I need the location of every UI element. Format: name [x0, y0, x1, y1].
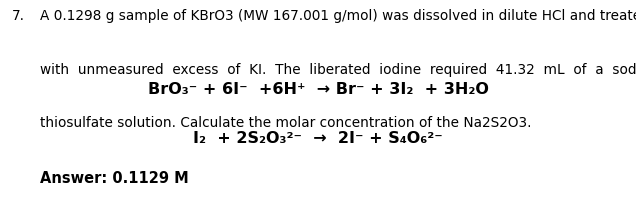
Text: 7.: 7. — [11, 9, 24, 23]
Text: BrO₃⁻ + 6I⁻  +6H⁺  → Br⁻ + 3I₂  + 3H₂O: BrO₃⁻ + 6I⁻ +6H⁺ → Br⁻ + 3I₂ + 3H₂O — [148, 82, 488, 96]
Text: with  unmeasured  excess  of  KI.  The  liberated  iodine  required  41.32  mL  : with unmeasured excess of KI. The libera… — [40, 62, 636, 76]
Text: A 0.1298 g sample of KBrO3 (MW 167.001 g/mol) was dissolved in dilute HCl and tr: A 0.1298 g sample of KBrO3 (MW 167.001 g… — [40, 9, 636, 23]
Text: I₂  + 2S₂O₃²⁻  →  2I⁻ + S₄O₆²⁻: I₂ + 2S₂O₃²⁻ → 2I⁻ + S₄O₆²⁻ — [193, 131, 443, 145]
Text: thiosulfate solution. Calculate the molar concentration of the Na2S2O3.: thiosulfate solution. Calculate the mola… — [40, 115, 532, 129]
Text: Answer: 0.1129 M: Answer: 0.1129 M — [40, 170, 189, 185]
